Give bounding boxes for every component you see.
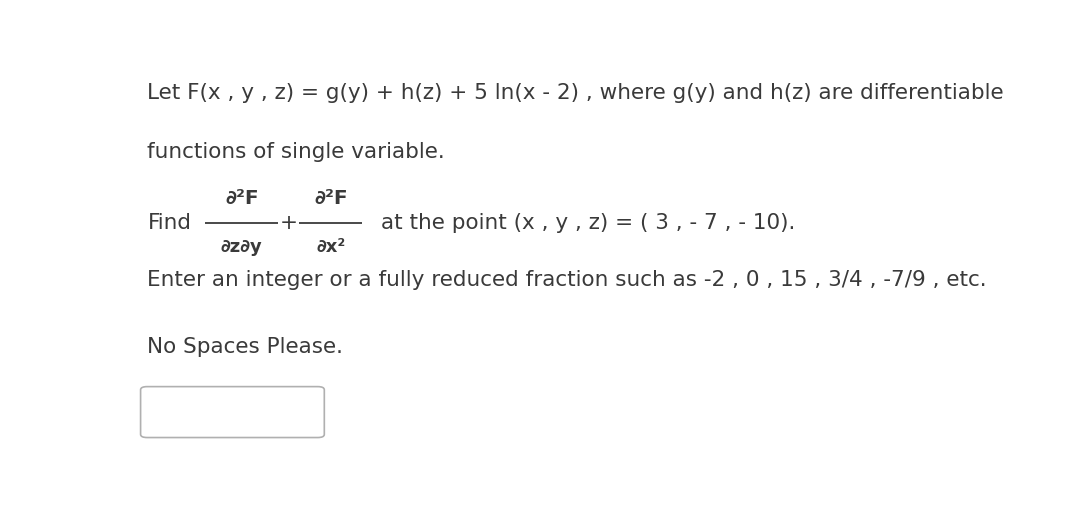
- Text: No Spaces Please.: No Spaces Please.: [147, 337, 343, 357]
- FancyBboxPatch shape: [141, 387, 324, 437]
- Text: +: +: [279, 213, 297, 233]
- Text: ∂z∂y: ∂z∂y: [221, 238, 262, 256]
- Text: functions of single variable.: functions of single variable.: [147, 142, 445, 162]
- Text: Enter an integer or a fully reduced fraction such as -2 , 0 , 15 , 3/4 , -7/9 , : Enter an integer or a fully reduced frac…: [147, 270, 987, 291]
- Text: ∂²F: ∂²F: [314, 189, 348, 208]
- Text: ∂x²: ∂x²: [317, 238, 345, 256]
- Text: Find: Find: [148, 213, 192, 233]
- Text: ∂²F: ∂²F: [225, 189, 259, 208]
- Text: Let F(x , y , z) = g(y) + h(z) + 5 ln(x - 2) , where g(y) and h(z) are different: Let F(x , y , z) = g(y) + h(z) + 5 ln(x …: [147, 82, 1004, 103]
- Text: at the point (x , y , z) = ( 3 , - 7 , - 10).: at the point (x , y , z) = ( 3 , - 7 , -…: [382, 213, 795, 233]
